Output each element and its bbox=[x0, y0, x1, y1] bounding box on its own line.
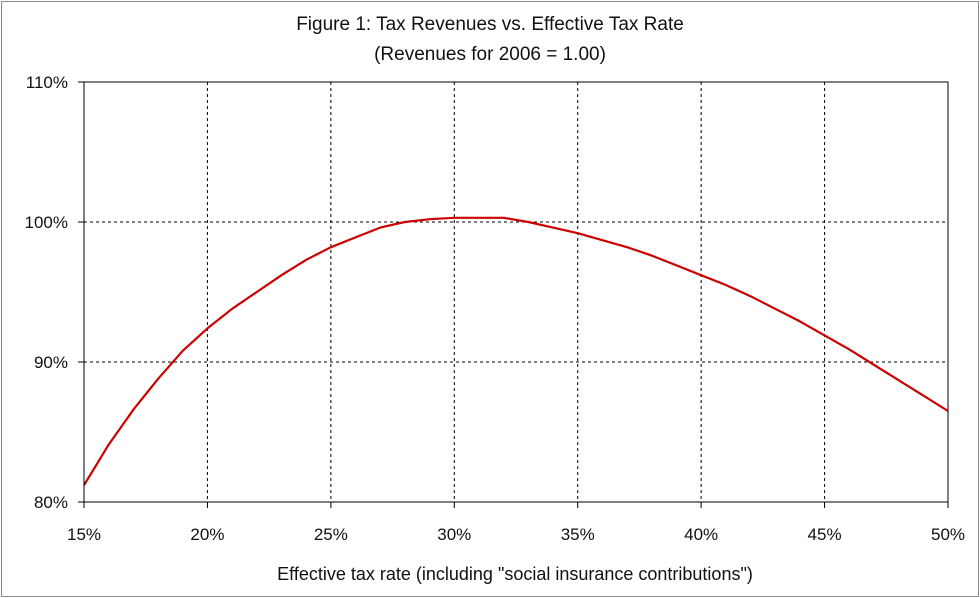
x-tick-label: 35% bbox=[561, 525, 595, 544]
x-tick-label: 25% bbox=[314, 525, 348, 544]
y-axis-ticks: 80% 90% 100% 110% bbox=[25, 73, 84, 512]
axes bbox=[83, 81, 949, 503]
x-tick-label: 50% bbox=[931, 525, 965, 544]
plot-area-border bbox=[83, 81, 949, 503]
x-tick-label: 15% bbox=[67, 525, 101, 544]
x-tick-label: 30% bbox=[437, 525, 471, 544]
y-tick-label: 90% bbox=[34, 353, 68, 372]
y-tick-label: 80% bbox=[34, 493, 68, 512]
x-tick-label: 45% bbox=[808, 525, 842, 544]
chart-subtitle: (Revenues for 2006 = 1.00) bbox=[374, 44, 606, 65]
series-line bbox=[83, 216, 949, 486]
x-axis-label: Effective tax rate (including "social in… bbox=[277, 564, 753, 584]
grid bbox=[84, 82, 948, 502]
x-tick-label: 20% bbox=[190, 525, 224, 544]
chart-title: Figure 1: Tax Revenues vs. Effective Tax… bbox=[296, 14, 684, 35]
y-tick-label: 100% bbox=[25, 213, 68, 232]
series-group bbox=[83, 216, 949, 486]
x-axis-ticks: 15% 20% 25% 30% 35% 40% 45% 50% bbox=[67, 502, 965, 544]
x-tick-label: 40% bbox=[684, 525, 718, 544]
y-tick-label: 110% bbox=[26, 73, 68, 92]
